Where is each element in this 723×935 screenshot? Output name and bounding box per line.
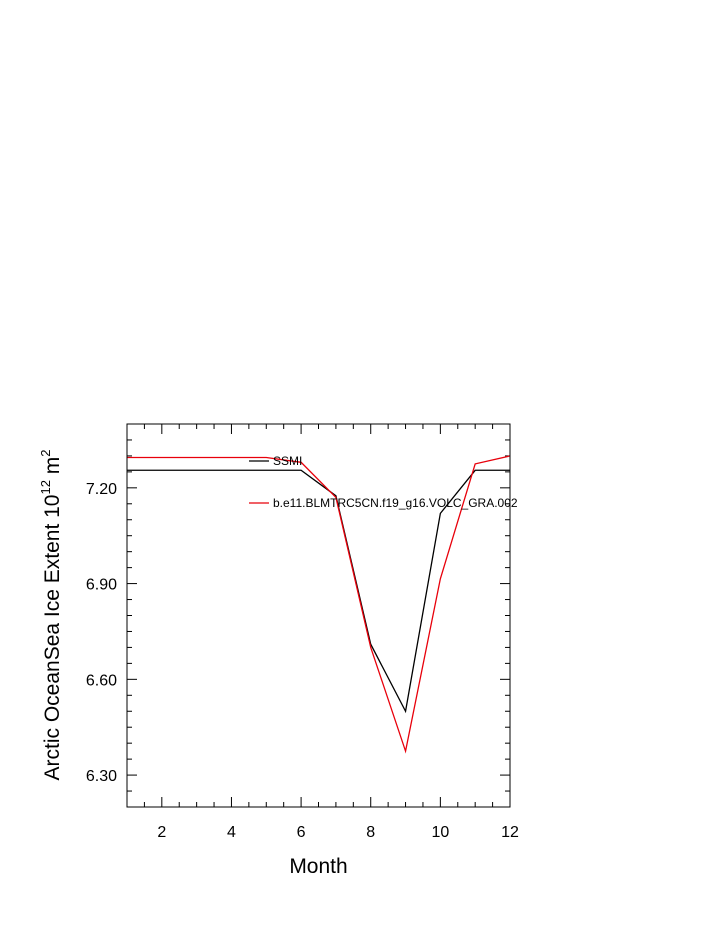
x-tick-label: 10 <box>431 824 449 841</box>
series-line-model <box>127 455 511 754</box>
y-tick-label: 6.60 <box>86 672 117 689</box>
axis-ticks <box>126 423 511 808</box>
y-axis-title: Arctic OceanSea Ice Extent 1012 m2 <box>38 449 64 780</box>
plot-frame <box>126 423 511 808</box>
y-axis-title-exp2: 2 <box>38 449 53 456</box>
x-tick-label: 2 <box>157 824 166 841</box>
y-axis-title-mid: m <box>41 457 64 480</box>
x-tick-label: 6 <box>297 824 306 841</box>
y-tick-label: 7.20 <box>86 481 117 498</box>
y-axis-title-exp1: 12 <box>38 480 53 494</box>
x-tick-label: 4 <box>227 824 236 841</box>
series-lines <box>127 455 511 754</box>
x-tick-label: 8 <box>366 824 375 841</box>
x-axis-title: Month <box>289 855 347 878</box>
y-tick-label: 6.90 <box>86 577 117 594</box>
x-tick-label: 12 <box>501 824 519 841</box>
legend-label: SSMI <box>273 454 302 468</box>
legend-label: b.e11.BLMTRC5CN.f19_g16.VOLC_GRA.002 <box>273 496 518 510</box>
y-axis-title-prefix: Arctic OceanSea Ice Extent 10 <box>41 495 64 781</box>
tick-labels: 2 4 6 8 10 12 6.30 6.60 6.90 7.20 <box>86 481 519 841</box>
series-line-ssmi <box>127 469 510 714</box>
y-tick-label: 6.30 <box>86 768 117 785</box>
legend: SSMI b.e11.BLMTRC5CN.f19_g16.VOLC_GRA.002 <box>249 454 518 510</box>
